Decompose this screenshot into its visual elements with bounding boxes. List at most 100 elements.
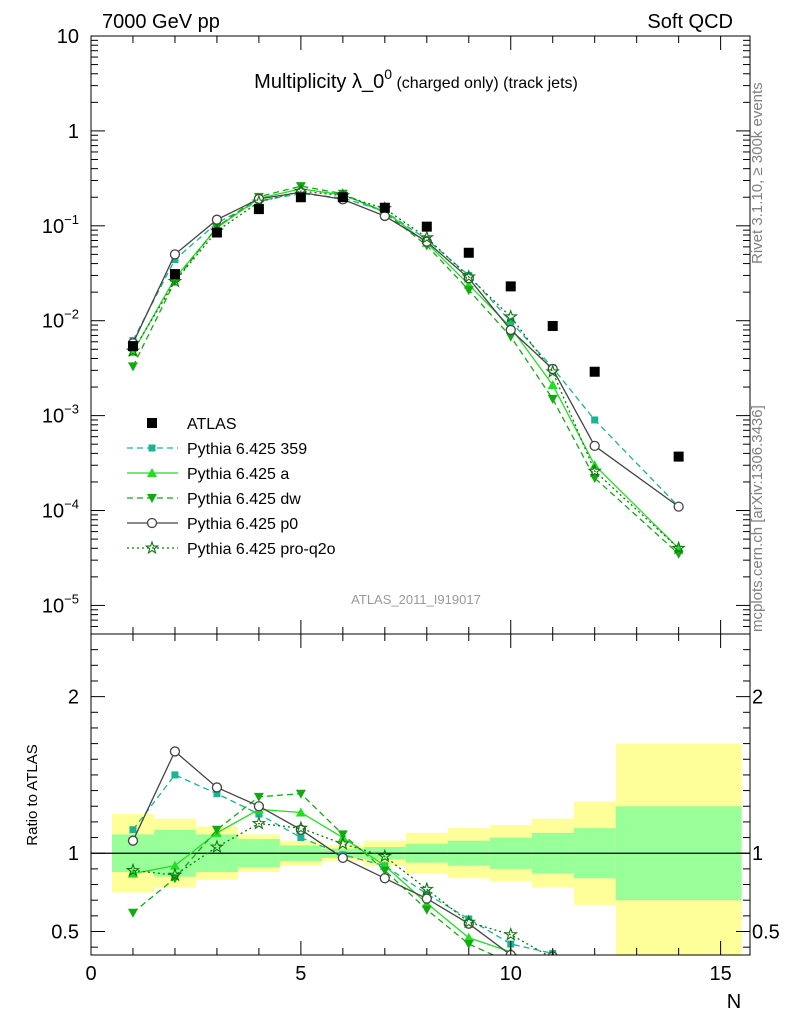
- data-point-p0: [505, 324, 516, 336]
- legend-item-a: Pythia 6.425 a: [127, 466, 289, 483]
- data-point-p359: [507, 318, 515, 326]
- y-tick-label: 10−1: [42, 212, 79, 238]
- source-label: mcplots.cern.ch [arXiv:1306.3436]: [749, 405, 766, 632]
- ratio-point-p0: [379, 873, 390, 884]
- ratio-series-proq2o: [125, 815, 555, 955]
- ratio-y-tick-label-right: 1: [752, 843, 763, 865]
- y-tick-label: 10: [57, 26, 79, 48]
- ratio-y-tick-label-right: 0.5: [752, 922, 780, 944]
- ratio-point-p359: [297, 834, 305, 842]
- ratio-y-tick-label: 1: [68, 843, 79, 865]
- legend-item-dw: Pythia 6.425 dw: [127, 491, 301, 508]
- title-sup: 0: [384, 66, 392, 82]
- ratio-line-proq2o: [132, 822, 549, 955]
- legend-item-p0: Pythia 6.425 p0: [127, 516, 298, 533]
- legend-marker-p359: [148, 444, 156, 452]
- series-line-p0: [132, 191, 679, 508]
- ratio-y-axis-label: Ratio to ATLAS: [24, 744, 41, 845]
- ratio-point-dw: [548, 979, 558, 988]
- ratio-point-p0: [337, 852, 348, 864]
- ratio-point-proq2o: [419, 881, 435, 896]
- ratio-point-p359: [171, 771, 179, 779]
- ratio-point-proq2o: [377, 848, 393, 863]
- data-point-dw: [463, 286, 474, 296]
- ratio-point-proq2o: [251, 815, 267, 830]
- series-p0: [127, 187, 684, 512]
- ratio-y-tick-label: 2: [68, 687, 79, 709]
- y-tick-label: 10−4: [42, 497, 79, 523]
- energy-label: 7000 GeV pp: [102, 11, 220, 33]
- legend-label-a: Pythia 6.425 a: [187, 466, 289, 483]
- data-point-proq2o: [419, 230, 435, 244]
- title-tail: (charged only) (track jets): [392, 75, 578, 92]
- data-point-atlas: [547, 320, 558, 331]
- x-tick-label: 5: [295, 963, 306, 985]
- data-point-atlas: [379, 202, 390, 213]
- data-point-atlas: [463, 247, 474, 258]
- ratio-point-dw: [295, 789, 306, 799]
- data-point-proq2o: [587, 463, 602, 478]
- ratio-y-tick-label-right: 2: [752, 687, 763, 709]
- rivet-label: Rivet 3.1.10, ≥ 300k events: [749, 82, 766, 264]
- ratio-point-dw: [211, 825, 222, 835]
- data-point-p0: [673, 501, 684, 512]
- ratio-point-p359: [129, 826, 137, 834]
- data-point-p0: [169, 249, 181, 260]
- ratio-plot: 0.5 0.5 1 1 2 2 0 5 10 15: [51, 633, 780, 988]
- data-point-p359: [171, 256, 179, 264]
- x-tick-label: 0: [85, 963, 96, 985]
- legend-marker-a: [147, 468, 157, 477]
- data-point-atlas: [253, 204, 264, 215]
- ratio-point-a: [463, 932, 474, 942]
- data-point-atlas: [589, 366, 600, 377]
- ratio-point-a: [169, 860, 180, 870]
- data-point-atlas: [673, 451, 684, 462]
- legend-marker-atlas: [147, 418, 157, 428]
- legend-marker-proq2o: [144, 540, 160, 555]
- legend-marker-dw: [147, 494, 157, 503]
- y-tick-label: 10−5: [42, 591, 79, 617]
- x-axis-label: N: [727, 991, 741, 1013]
- series-line-p359: [132, 193, 680, 508]
- x-tick-label: 15: [709, 963, 731, 985]
- ratio-point-dw: [379, 866, 390, 876]
- data-point-dw: [505, 332, 516, 342]
- ratio-point-p359: [213, 790, 221, 798]
- data-point-atlas: [127, 341, 138, 352]
- data-point-atlas: [295, 192, 306, 203]
- data-point-dw: [547, 394, 558, 404]
- main-plot-title: Multiplicity λ_00 (charged only) (track …: [254, 66, 578, 93]
- ratio-point-dw: [421, 905, 432, 915]
- legend-item-proq2o: Pythia 6.425 pro-q2o: [127, 540, 336, 558]
- ratio-point-dw: [337, 830, 348, 840]
- ratio-point-proq2o: [125, 862, 141, 877]
- ratio-point-proq2o: [167, 867, 183, 882]
- legend-label-p0: Pythia 6.425 p0: [187, 516, 298, 533]
- data-point-proq2o: [461, 269, 477, 284]
- data-point-dw: [589, 474, 600, 484]
- data-point-p359: [591, 416, 599, 424]
- legend-label-dw: Pythia 6.425 dw: [187, 491, 301, 508]
- ratio-point-p0: [253, 801, 265, 812]
- ratio-point-dw: [463, 940, 474, 950]
- series-p359: [129, 190, 683, 511]
- ratio-point-proq2o: [293, 820, 309, 835]
- data-point-p0: [211, 214, 223, 225]
- y-tick-label: 10−3: [42, 402, 79, 428]
- series-atlas: [127, 192, 684, 462]
- ratio-point-dw: [253, 792, 264, 802]
- y-tick-label: 10−2: [42, 307, 79, 333]
- ratio-point-p359: [255, 810, 263, 818]
- data-point-atlas: [337, 192, 348, 203]
- ratio-point-p0: [211, 782, 223, 793]
- ratio-point-a: [295, 807, 306, 817]
- ratio-point-proq2o: [209, 839, 225, 854]
- legend-label-atlas: ATLAS: [187, 416, 237, 433]
- legend-item-p359: Pythia 6.425 359: [127, 441, 307, 458]
- data-point-proq2o: [167, 273, 183, 288]
- ratio-point-p0: [169, 746, 181, 757]
- ratio-point-proq2o: [503, 926, 519, 941]
- ratio-y-tick-label: 0.5: [51, 922, 79, 944]
- ratio-point-p0: [421, 893, 432, 904]
